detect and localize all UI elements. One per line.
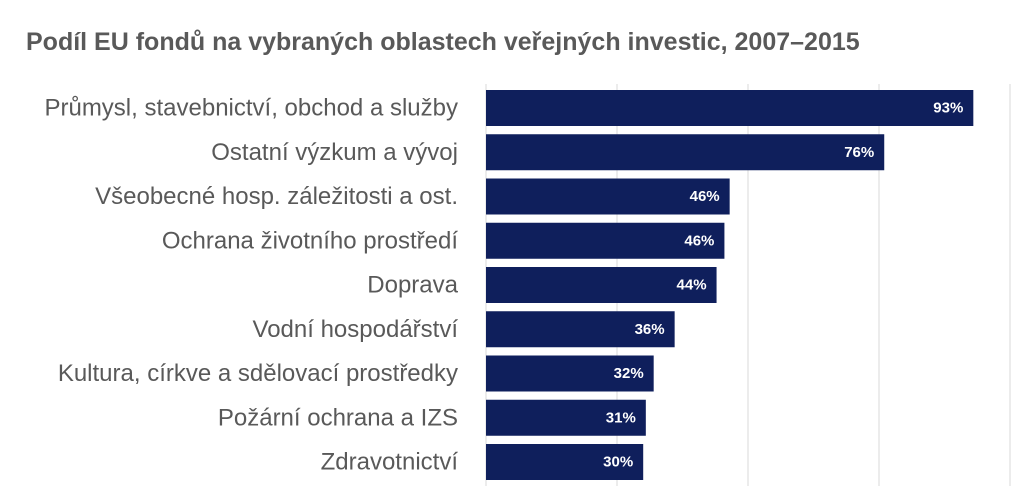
value-label-3: 46% [684,232,714,249]
chart-title: Podíl EU fondů na vybraných oblastech ve… [26,28,860,56]
bar-1 [486,134,885,171]
value-label-1: 76% [844,144,874,161]
category-label-8: Zdravotnictví [321,449,459,476]
bar-4 [486,267,717,303]
value-label-8: 30% [603,454,633,471]
category-label-6: Kultura, církve a sdělovací prostředky [58,360,458,387]
value-labels: 93% 76% 46% 46% 44% 36% 32% 31% 30% [603,100,963,471]
category-labels: Průmysl, stavebnictví, obchod a služby Os… [44,95,458,476]
bar-0 [486,90,974,126]
value-label-0: 93% [933,100,963,117]
value-label-5: 36% [635,321,665,338]
category-label-1: Ostatní výzkum a vývoj [211,139,458,166]
category-label-0: Průmysl, stavebnictví, obchod a služby [44,95,458,122]
bar-7 [486,399,646,436]
bars [486,90,974,480]
bar-5 [486,311,675,348]
category-label-2: Všeobecné hosp. záležitosti a ost. [95,183,458,210]
bar-2 [486,178,730,215]
category-label-7: Požární ochrana a IZS [218,404,458,431]
value-label-4: 44% [677,277,707,294]
value-label-7: 31% [606,409,636,426]
category-label-4: Doprava [367,272,458,299]
bar-8 [486,444,644,480]
value-label-6: 32% [614,365,644,382]
bar-6 [486,355,654,392]
value-label-2: 46% [690,188,720,205]
category-label-5: Vodní hospodářství [253,316,459,343]
category-label-3: Ochrana životního prostředí [162,227,458,254]
bar-3 [486,222,725,259]
